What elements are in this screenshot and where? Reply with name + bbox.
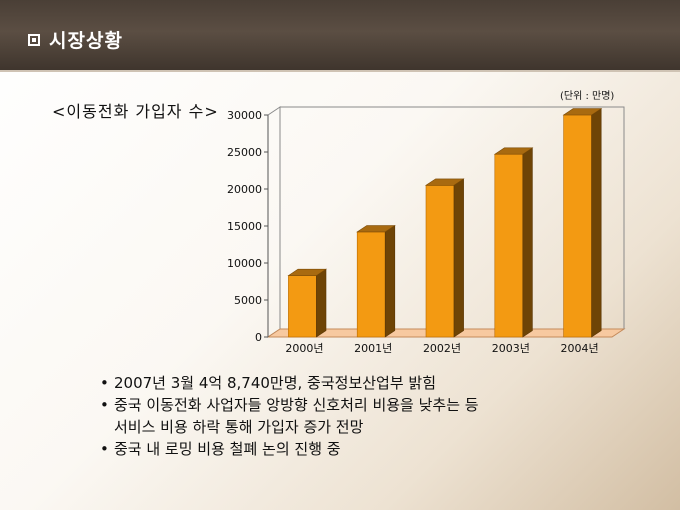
y-tick-label: 0 bbox=[255, 331, 262, 344]
x-tick-label: 2003년 bbox=[492, 342, 530, 355]
bar-top bbox=[287, 268, 327, 276]
y-tick-label: 25000 bbox=[227, 146, 262, 159]
header-title-group: 시장상황 bbox=[28, 26, 123, 53]
bar-front bbox=[425, 185, 455, 338]
x-tick-label: 2000년 bbox=[285, 342, 323, 355]
bar-top bbox=[425, 178, 465, 186]
bullet-item: 2007년 3월 4억 8,740만명, 중국정보산업부 밝힘 bbox=[100, 372, 660, 394]
bar-top bbox=[562, 108, 603, 116]
bullet-line: 중국 내 로밍 비용 철폐 논의 진행 중 bbox=[114, 440, 341, 458]
bar-chart: 0 5000 10000 15000 20000 25000 30000 2000년 2001년… bbox=[227, 106, 626, 355]
bar-top bbox=[493, 147, 534, 155]
unit-label: (단위 : 만명) bbox=[560, 91, 615, 102]
bullet-item: 중국 내 로밍 비용 철폐 논의 진행 중 bbox=[100, 438, 660, 460]
bullet-item: 중국 이동전화 사업자들 앙방향 신호처리 비용을 낮추는 등 서비스 비용 하… bbox=[100, 394, 660, 438]
bar-front bbox=[563, 114, 592, 338]
bullet-line: 중국 이동전화 사업자들 앙방향 신호처리 비용을 낮추는 등 bbox=[114, 396, 479, 414]
x-tick-label: 2001년 bbox=[354, 342, 392, 355]
y-tick-label: 30000 bbox=[227, 109, 262, 122]
bullet-line: 서비스 비용 하락 통해 가입자 증가 전망 bbox=[114, 418, 364, 436]
bar-side bbox=[384, 224, 396, 338]
bullet-list: 2007년 3월 4억 8,740만명, 중국정보산업부 밝힘 중국 이동전화 … bbox=[100, 372, 660, 460]
bar-front bbox=[356, 231, 386, 338]
y-tick-label: 10000 bbox=[227, 257, 262, 270]
bar-top bbox=[356, 225, 396, 233]
side-wall bbox=[267, 106, 281, 338]
bar-side bbox=[591, 108, 602, 338]
chart-subtitle: <이동전화 가입자 수> bbox=[52, 102, 219, 121]
bar-front bbox=[494, 153, 524, 338]
bar-side bbox=[522, 147, 533, 338]
y-tick-label: 20000 bbox=[227, 183, 262, 196]
square-bullet-icon bbox=[28, 33, 40, 46]
bullet-line: 2007년 3월 4억 8,740만명, 중국정보산업부 밝힘 bbox=[114, 374, 437, 392]
x-tick-label: 2002년 bbox=[423, 342, 461, 355]
y-tick-label: 5000 bbox=[234, 294, 262, 307]
header-bar: 시장상황 bbox=[0, 0, 680, 72]
bar-side bbox=[316, 268, 327, 338]
x-tick-label: 2004년 bbox=[561, 342, 599, 355]
page-title: 시장상황 bbox=[49, 30, 123, 52]
y-tick-label: 15000 bbox=[227, 220, 262, 233]
bar-side bbox=[453, 178, 464, 338]
bar-front bbox=[288, 275, 317, 338]
